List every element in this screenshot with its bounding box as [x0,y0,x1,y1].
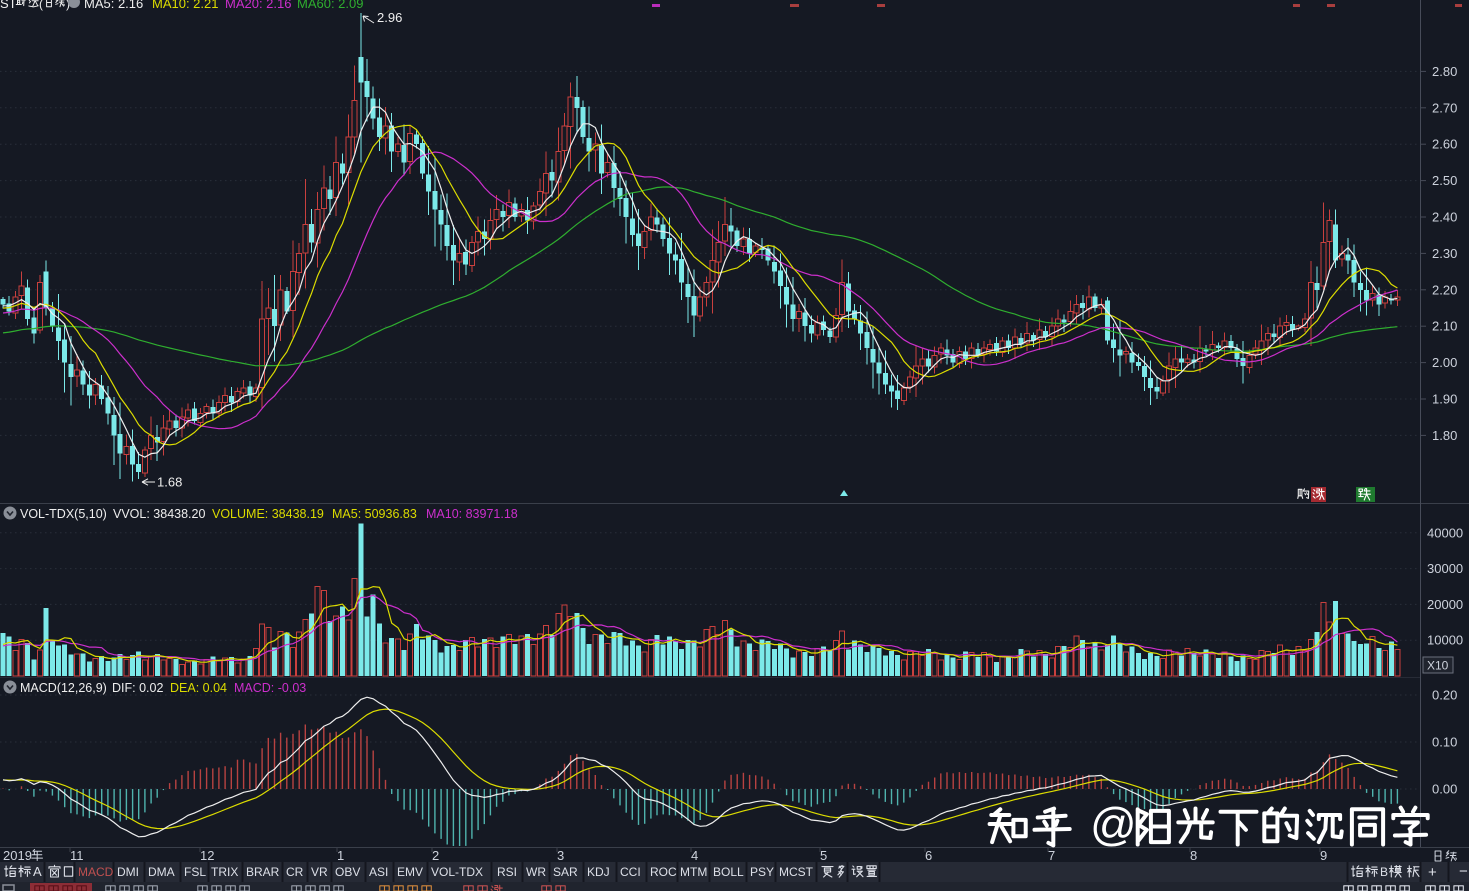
svg-text:40000: 40000 [1427,525,1463,540]
svg-text:0.20: 0.20 [1432,688,1457,703]
svg-text:4: 4 [691,848,698,863]
svg-text:): ) [66,0,70,11]
svg-text:1: 1 [337,848,344,863]
svg-text:B: B [1380,865,1388,879]
svg-text:OBV: OBV [335,865,360,879]
svg-text:@: @ [1090,798,1137,850]
svg-text:6: 6 [925,848,932,863]
svg-text:PSY: PSY [750,865,774,879]
svg-text:10000: 10000 [1427,633,1463,648]
svg-text:2019: 2019 [3,848,32,863]
svg-text:MA5: 50936.83: MA5: 50936.83 [332,507,417,521]
svg-text:EMV: EMV [397,865,423,879]
svg-text:1.80: 1.80 [1432,428,1457,443]
svg-text:2: 2 [432,848,439,863]
svg-text:7: 7 [1048,848,1055,863]
svg-text:2.20: 2.20 [1432,282,1457,297]
svg-text:1.90: 1.90 [1432,392,1457,407]
svg-text:5: 5 [820,848,827,863]
svg-text:RSI: RSI [497,865,517,879]
svg-text:MCST: MCST [779,865,814,879]
svg-text:DMA: DMA [148,865,175,879]
svg-text:−: − [1459,863,1468,880]
svg-text:2.00: 2.00 [1432,355,1457,370]
svg-text:2.30: 2.30 [1432,246,1457,261]
svg-text:MACD(12,26,9): MACD(12,26,9) [20,681,107,695]
svg-text:X10: X10 [1427,659,1449,673]
svg-text:MA20: 2.16: MA20: 2.16 [225,0,292,11]
svg-text:0.00: 0.00 [1432,782,1457,797]
svg-text:A: A [33,864,42,879]
svg-text:KDJ: KDJ [587,865,610,879]
svg-text:DIF: 0.02: DIF: 0.02 [112,681,163,695]
svg-text:FSL: FSL [184,865,206,879]
svg-text:BOLL: BOLL [713,865,744,879]
svg-text:2.96: 2.96 [377,10,402,25]
svg-text:DMI: DMI [117,865,139,879]
svg-text:ST: ST [0,0,17,11]
svg-text:9: 9 [1320,848,1327,863]
svg-text:TRIX: TRIX [211,865,238,879]
svg-text:1.68: 1.68 [157,474,182,489]
svg-text:MACD: -0.03: MACD: -0.03 [234,681,306,695]
svg-text:BRAR: BRAR [246,865,280,879]
svg-text:2.50: 2.50 [1432,173,1457,188]
svg-text:0.10: 0.10 [1432,735,1457,750]
svg-text:12: 12 [200,848,214,863]
svg-text:MACD: MACD [78,865,114,879]
svg-text:SAR: SAR [553,865,578,879]
svg-text:VOLUME: 38438.19: VOLUME: 38438.19 [212,507,324,521]
svg-text:MA10: 83971.18: MA10: 83971.18 [426,507,518,521]
svg-text:30000: 30000 [1427,561,1463,576]
svg-text:MA60: 2.09: MA60: 2.09 [297,0,364,11]
svg-text:VOL-TDX: VOL-TDX [431,865,483,879]
svg-text:ROC: ROC [650,865,677,879]
svg-text:MA10: 2.21: MA10: 2.21 [152,0,219,11]
svg-text:VVOL: 38438.20: VVOL: 38438.20 [113,507,205,521]
svg-text:8: 8 [1190,848,1197,863]
svg-text:2.10: 2.10 [1432,319,1457,334]
svg-text:WR: WR [526,865,546,879]
svg-text:+: + [1428,864,1437,881]
svg-text:VOL-TDX(5,10): VOL-TDX(5,10) [20,507,107,521]
svg-text:2.70: 2.70 [1432,100,1457,115]
svg-text:(: ( [39,0,43,11]
svg-text:DEA: 0.04: DEA: 0.04 [170,681,227,695]
svg-text:VR: VR [311,865,328,879]
svg-text:11: 11 [70,848,84,863]
svg-text:20000: 20000 [1427,597,1463,612]
svg-text:2.40: 2.40 [1432,210,1457,225]
svg-text:CCI: CCI [620,865,641,879]
svg-text:2.60: 2.60 [1432,137,1457,152]
svg-text:MA5: 2.16: MA5: 2.16 [84,0,143,11]
svg-text:CR: CR [286,865,304,879]
svg-text:2.80: 2.80 [1432,64,1457,79]
svg-text:ASI: ASI [369,865,388,879]
svg-text:3: 3 [557,848,564,863]
svg-text:MTM: MTM [680,865,707,879]
